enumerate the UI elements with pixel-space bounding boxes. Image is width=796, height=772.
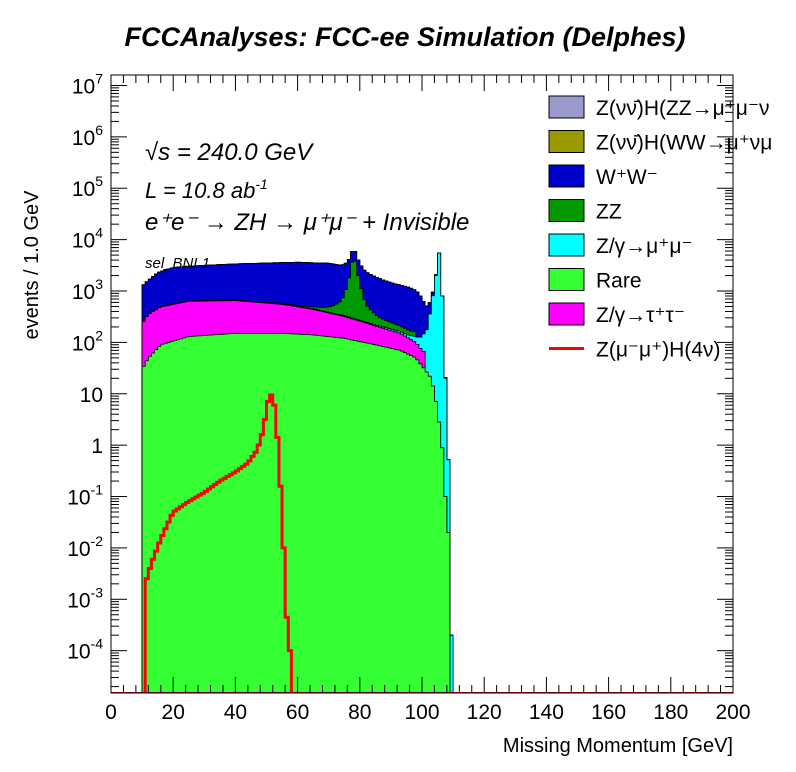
y-tick-exponent: 6 bbox=[95, 122, 103, 138]
legend-label: Z(μ⁻μ⁺)H(4ν) bbox=[596, 339, 721, 362]
y-tick-label: 10-4 bbox=[67, 636, 103, 664]
x-axis: 0 20 40 60 80 100 120 140 160 180 200 bbox=[105, 75, 751, 724]
legend-item: W⁺W⁻ bbox=[548, 164, 658, 189]
y-tick-label: 10 bbox=[80, 384, 103, 407]
legend-item: ZZ bbox=[548, 199, 622, 224]
annotations: √s = 240.0 GeV L = 10.8 ab-1 e⁺e⁻ → ZH →… bbox=[145, 139, 469, 272]
signal-line bbox=[143, 393, 293, 693]
y-tick-exponent: 5 bbox=[95, 173, 103, 189]
x-tick-label: 200 bbox=[715, 701, 750, 724]
legend: Z(νν̄)H(ZZ→μ⁺μ⁻ν Z(νν̄)H(WW→μ⁺νμ W⁺W⁻ ZZ Z/γ… bbox=[548, 95, 772, 362]
y-tick-exponent: -2 bbox=[91, 533, 104, 549]
luminosity-annotation: L = 10.8 ab-1 bbox=[145, 176, 268, 203]
x-axis-label: Missing Momentum [GeV] bbox=[503, 735, 733, 757]
y-tick-base: 10 bbox=[72, 230, 95, 253]
y-tick-label: 103 bbox=[72, 276, 103, 304]
y-tick-base: 10 bbox=[67, 487, 90, 510]
y-tick-base: 10 bbox=[67, 641, 90, 664]
y-tick-label: 10-1 bbox=[67, 482, 103, 510]
y-tick-label: 10-3 bbox=[67, 584, 103, 612]
x-tick-label: 80 bbox=[348, 701, 371, 724]
legend-label: ZZ bbox=[596, 201, 622, 224]
y-tick-label: 105 bbox=[72, 173, 103, 201]
selection-annotation: sel_BNL1 bbox=[145, 255, 210, 272]
x-tick-label: 20 bbox=[162, 701, 185, 724]
legend-label: Z(νν̄)H(WW→μ⁺νμ bbox=[596, 132, 772, 155]
legend-item: Z/γ→τ⁺τ⁻ bbox=[548, 302, 685, 327]
y-tick-label: 102 bbox=[72, 327, 103, 355]
legend-swatch bbox=[548, 95, 585, 119]
legend-item: Rare bbox=[548, 268, 642, 293]
plot-area bbox=[111, 250, 733, 693]
y-tick-exponent: 4 bbox=[95, 225, 103, 241]
legend-item: Z(νν̄)H(WW→μ⁺νμ bbox=[548, 130, 772, 155]
y-tick-exponent: 2 bbox=[95, 327, 103, 343]
legend-label: Z/γ→τ⁺τ⁻ bbox=[596, 304, 685, 327]
y-tick-exponent: 7 bbox=[95, 70, 103, 86]
y-tick-exponent: -3 bbox=[91, 584, 104, 600]
y-tick-base: 10 bbox=[72, 178, 95, 201]
legend-label: Rare bbox=[596, 270, 642, 293]
x-tick-label: 160 bbox=[591, 701, 626, 724]
x-tick-label: 140 bbox=[529, 701, 564, 724]
legend-swatch bbox=[548, 268, 585, 291]
chart-title: FCCAnalyses: FCC-ee Simulation (Delphes) bbox=[124, 22, 685, 52]
legend-swatch bbox=[548, 199, 585, 222]
y-tick-base: 10 bbox=[67, 589, 90, 612]
x-tick-label: 180 bbox=[653, 701, 688, 724]
y-tick-base: 10 bbox=[72, 332, 95, 355]
x-tick-label: 120 bbox=[467, 701, 502, 724]
x-tick-label: 60 bbox=[286, 701, 309, 724]
y-axis-label: events / 1.0 GeV bbox=[21, 190, 43, 340]
legend-item: Z/γ→μ⁺μ⁻ bbox=[548, 233, 693, 258]
y-tick-exponent: -1 bbox=[91, 482, 104, 498]
y-tick-base: 10 bbox=[72, 281, 95, 304]
y-tick-exponent: 3 bbox=[95, 276, 103, 292]
y-tick-label: 104 bbox=[72, 225, 103, 253]
y-tick-base: 10 bbox=[72, 127, 95, 150]
y-tick-base: 10 bbox=[72, 75, 95, 98]
y-tick-label: 10-2 bbox=[67, 533, 103, 561]
y-tick-label: 1 bbox=[91, 435, 103, 458]
legend-label: W⁺W⁻ bbox=[596, 166, 658, 189]
legend-label: Z/γ→μ⁺μ⁻ bbox=[596, 235, 693, 258]
y-tick-label: 106 bbox=[72, 122, 103, 150]
energy-annotation: √s = 240.0 GeV bbox=[145, 139, 314, 166]
legend-swatch bbox=[548, 130, 585, 153]
x-tick-label: 100 bbox=[404, 701, 439, 724]
y-tick-base: 1 bbox=[91, 435, 103, 458]
process-annotation: e⁺e⁻ → ZH → μ⁺μ⁻ + Invisible bbox=[145, 209, 469, 236]
legend-swatch bbox=[548, 302, 585, 326]
y-tick-base: 10 bbox=[80, 384, 103, 407]
legend-swatch bbox=[548, 164, 585, 188]
luminosity-exponent: -1 bbox=[255, 176, 267, 192]
y-tick-base: 10 bbox=[67, 538, 90, 561]
legend-label: Z(νν̄)H(ZZ→μ⁺μ⁻ν bbox=[596, 97, 770, 120]
x-tick-label: 0 bbox=[105, 701, 117, 724]
legend-item: Z(νν̄)H(ZZ→μ⁺μ⁻ν bbox=[548, 95, 770, 120]
series-rare bbox=[141, 332, 451, 693]
legend-swatch bbox=[548, 233, 585, 257]
luminosity-text: L = 10.8 ab bbox=[145, 178, 255, 203]
y-tick-label: 107 bbox=[72, 70, 103, 98]
y-tick-exponent: -4 bbox=[91, 636, 104, 652]
legend-item: Z(μ⁻μ⁺)H(4ν) bbox=[549, 339, 721, 362]
x-tick-label: 40 bbox=[224, 701, 247, 724]
